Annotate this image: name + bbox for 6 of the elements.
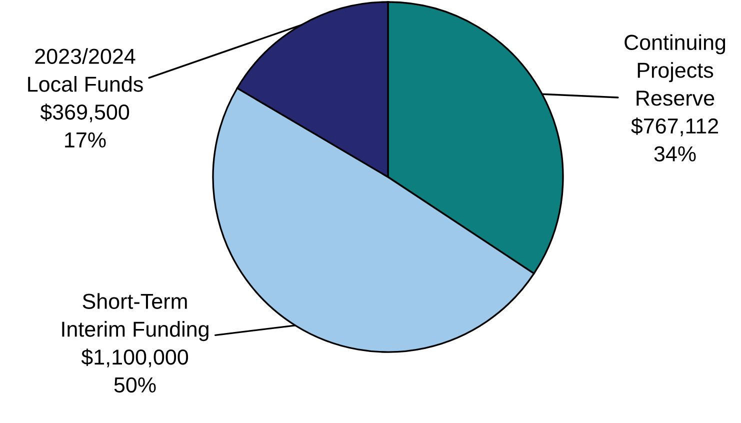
data-label: $1,100,000 50%	[81, 348, 188, 393]
data-label: $369,500 17%	[40, 104, 130, 148]
data-label: $767,112 34%	[631, 118, 718, 162]
slice-label: Continuing Projects Reserve	[624, 34, 726, 106]
slice-label: Short-Term Interim Funding	[62, 293, 208, 342]
slice-label: 2023/2024 Local Funds	[28, 48, 143, 92]
